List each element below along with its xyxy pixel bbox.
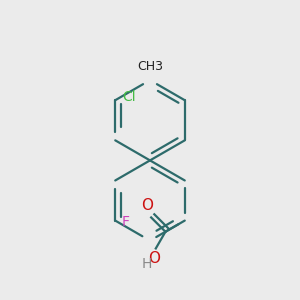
Text: O: O	[142, 198, 154, 213]
Text: CH3: CH3	[137, 60, 163, 73]
Text: O: O	[148, 251, 160, 266]
Text: Cl: Cl	[122, 90, 135, 104]
Text: H: H	[142, 257, 152, 271]
Text: F: F	[122, 215, 130, 229]
